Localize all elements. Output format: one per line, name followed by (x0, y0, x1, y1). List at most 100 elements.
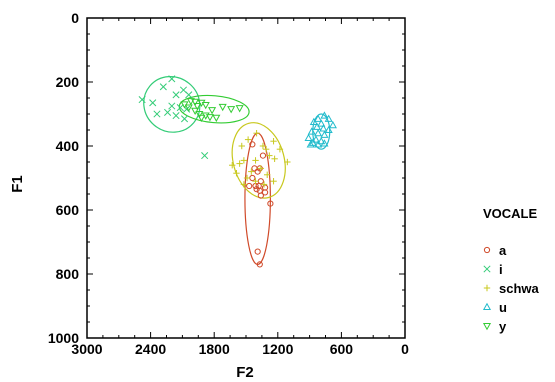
point-schwa-17 (264, 171, 271, 178)
point-schwa-15 (248, 168, 255, 175)
point-i-10 (164, 108, 172, 116)
point-i-13 (180, 115, 189, 123)
point-schwa-10 (252, 157, 259, 164)
legend-label-u: u (499, 300, 507, 315)
legend-marker-y (482, 322, 492, 331)
ellipse-schwa (231, 122, 286, 199)
point-u-16 (320, 139, 329, 147)
point-i-3 (172, 91, 180, 99)
y-axis: 0 200 400 600 800 1000 (48, 10, 405, 346)
point-schwa-9 (240, 157, 248, 164)
y-tick-label-1: 200 (56, 74, 80, 90)
point-y-5 (193, 102, 202, 111)
legend-marker-u (482, 302, 492, 311)
y-axis-title: F1 (9, 175, 26, 193)
point-u-17 (306, 140, 315, 148)
point-u-18 (314, 140, 323, 148)
point-i-12 (172, 112, 180, 120)
point-u-11 (320, 130, 329, 138)
legend-label-y: y (499, 319, 507, 334)
point-schwa-13 (229, 162, 236, 169)
point-schwa-14 (257, 165, 265, 172)
x-tick-label-5: 0 (401, 341, 409, 357)
point-y-4 (201, 101, 210, 110)
point-a-0 (249, 141, 256, 148)
point-schwa-3 (238, 142, 245, 150)
point-schwa-21 (240, 181, 248, 188)
point-y-6 (218, 103, 227, 112)
point-u-2 (324, 114, 333, 122)
point-schwa-8 (271, 155, 278, 162)
point-i-6 (149, 99, 157, 107)
point-u-3 (309, 117, 318, 126)
y-tick-label-3: 600 (56, 202, 80, 218)
point-y-9 (227, 106, 236, 114)
point-y-15 (197, 114, 206, 123)
point-a-7 (246, 182, 253, 190)
point-schwa-7 (266, 152, 273, 159)
point-y-10 (208, 107, 217, 115)
point-schwa-18 (243, 174, 251, 182)
point-schwa-11 (284, 158, 291, 166)
point-i-1 (159, 83, 167, 91)
point-schwa-6 (276, 146, 284, 153)
legend: ai schwa uy (482, 243, 540, 334)
point-i-14 (201, 152, 209, 160)
point-a-14 (257, 192, 264, 199)
x-tick-label-2: 1800 (199, 341, 230, 357)
point-u-12 (304, 133, 313, 142)
point-u-1 (314, 114, 323, 122)
point-schwa-16 (233, 170, 240, 177)
point-i-5 (138, 96, 146, 104)
x-axis-title: F2 (236, 364, 254, 381)
point-u-7 (319, 124, 328, 132)
legend-marker-i (483, 265, 491, 273)
ellipse-u (312, 113, 331, 150)
point-i-11 (153, 110, 161, 118)
point-a-3 (251, 165, 258, 172)
point-u-4 (317, 119, 326, 127)
point-schwa-4 (259, 142, 267, 150)
point-schwa-22 (260, 181, 268, 188)
point-a-17 (256, 261, 263, 268)
point-u-5 (328, 120, 337, 129)
point-a-1 (259, 152, 267, 159)
point-a-15 (267, 200, 274, 207)
x-tick-label-1: 2400 (135, 341, 166, 357)
point-a-4 (254, 168, 261, 175)
legend-marker-a (483, 246, 491, 254)
point-i-8 (176, 104, 184, 112)
point-y-7 (184, 104, 193, 112)
point-u-6 (312, 122, 322, 130)
point-a-13 (261, 189, 269, 196)
point-a-16 (254, 248, 261, 255)
y-tick-label-5: 1000 (48, 330, 79, 346)
x-axis: 3000 2400 1800 1200 600 0 (71, 18, 409, 357)
point-i-7 (168, 102, 176, 110)
y-tick-label-4: 800 (56, 266, 80, 282)
ellipse-a (244, 132, 271, 266)
point-schwa-1 (244, 136, 252, 143)
legend-label-a: a (499, 243, 507, 258)
y-tick-label-2: 400 (56, 138, 80, 154)
point-y-12 (195, 110, 204, 119)
point-u-14 (317, 136, 326, 145)
point-u-8 (324, 125, 333, 134)
x-tick-label-3: 1200 (262, 341, 293, 357)
point-i-0 (168, 75, 176, 83)
point-a-11 (253, 186, 260, 193)
point-schwa-2 (270, 138, 277, 145)
point-y-14 (205, 114, 215, 122)
point-schwa-20 (252, 178, 259, 185)
x-tick-label-0: 3000 (71, 341, 102, 357)
point-i-4 (185, 91, 193, 99)
point-y-1 (191, 98, 200, 107)
point-y-0 (186, 98, 195, 106)
data-points (138, 75, 337, 268)
legend-marker-schwa (483, 284, 491, 292)
legend-label-schwa: schwa (499, 281, 540, 296)
legend-title: VOCALE (483, 206, 538, 221)
x-tick-label-4: 600 (330, 341, 354, 357)
legend-label-i: i (499, 262, 503, 277)
